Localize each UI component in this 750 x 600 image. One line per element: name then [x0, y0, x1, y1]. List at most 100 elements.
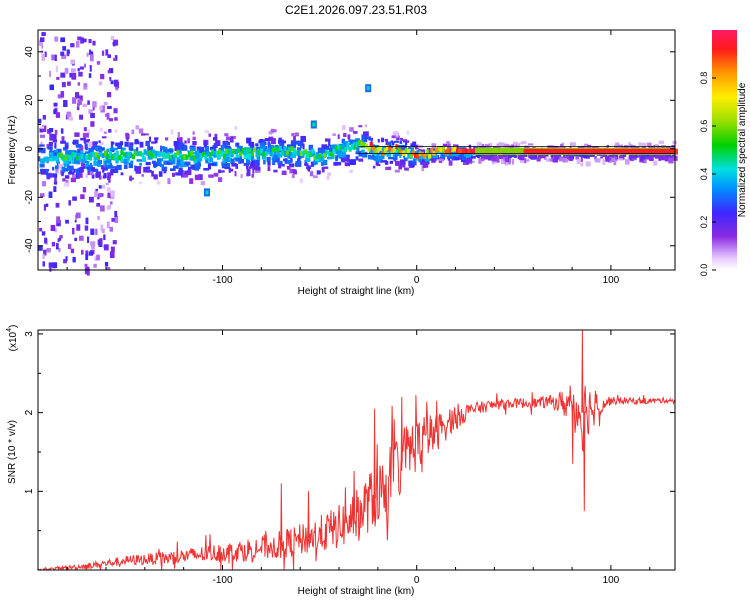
- spectrogram-speckle: [83, 38, 87, 43]
- spectrogram-cell: [96, 171, 101, 176]
- spectrogram-ridge-cell: [101, 153, 105, 159]
- spectrogram-cell: [433, 154, 439, 159]
- spectrogram-cell: [637, 155, 642, 158]
- spectrogram-ridge-cell: [292, 148, 296, 154]
- spectrogram-cell: [255, 170, 261, 173]
- spectrogram-cell: [321, 144, 328, 150]
- spectrogram-ridge-cell: [453, 146, 457, 152]
- spectrogram-cell: [175, 172, 180, 176]
- spectrogram-speckle: [78, 95, 83, 102]
- spectrogram-speckle: [85, 217, 89, 225]
- colorbar-label: Normalized spectral amplitude: [737, 82, 748, 217]
- spectrogram-cell: [384, 161, 389, 165]
- spectrogram-cell: [370, 156, 375, 160]
- spectrogram-cell: [615, 153, 619, 160]
- spectrogram-cell: [482, 157, 485, 161]
- spectrogram-cell: [215, 140, 221, 146]
- spectrogram-cell: [99, 175, 102, 180]
- spectrogram-ridge-cell: [211, 149, 215, 155]
- spectrogram-cell: [156, 158, 161, 165]
- spectrogram-cell: [291, 174, 295, 178]
- spectrogram-cell: [66, 165, 70, 168]
- spectrogram-cell: [153, 163, 158, 167]
- spectrogram-cell: [256, 155, 261, 161]
- spectrogram-cell: [221, 144, 225, 149]
- spectrogram-cell: [506, 152, 512, 159]
- spectrogram-cell: [312, 175, 318, 179]
- spectrogram-speckle: [81, 162, 85, 167]
- spectrogram-cell: [375, 159, 379, 165]
- spectrogram-cell: [376, 163, 381, 167]
- spectrogram-cell: [402, 163, 406, 168]
- spectrogram-cell: [289, 168, 294, 174]
- spectrogram-ridge-cell: [187, 152, 191, 158]
- spectrogram-ridge-cell: [346, 142, 350, 148]
- spectrogram-cell: [505, 155, 508, 162]
- spectrogram-speckle: [82, 103, 88, 107]
- spectrogram-cell: [551, 152, 556, 158]
- spectrogram-cell: [163, 169, 167, 174]
- spectrogram-ridge-cell: [374, 148, 378, 154]
- spectrogram-cell: [99, 127, 103, 132]
- spectrogram-speckle: [42, 254, 45, 259]
- spectrogram-speckle: [98, 193, 102, 198]
- spectrogram-ridge-cell: [325, 149, 329, 155]
- spectrogram-cell: [328, 140, 331, 147]
- spectrogram-speckle: [100, 165, 105, 170]
- spectrogram-cell: [471, 155, 476, 159]
- spectrogram-cell: [538, 153, 542, 159]
- spectrogram-speckle: [41, 125, 47, 132]
- spectrogram-cell: [68, 172, 74, 175]
- spectrogram-speckle: [60, 91, 65, 98]
- spectrogram-cell: [498, 142, 502, 145]
- spectrogram-ridge-cell: [290, 146, 294, 152]
- spectrogram-cell: [234, 126, 238, 131]
- spectrogram-cell: [285, 147, 289, 150]
- spectrogram-y-tick-label: -40: [24, 238, 35, 253]
- spectrogram-x-tick-label: -100: [212, 275, 232, 286]
- spectrogram-cell: [255, 160, 260, 166]
- spectrogram-cell: [355, 138, 360, 141]
- spectrogram-speckle: [38, 156, 41, 162]
- spectrogram-cell: [63, 163, 67, 167]
- spectrogram-ridge-cell: [122, 151, 126, 157]
- spectrogram-cell: [361, 151, 368, 158]
- spectrogram-cell: [91, 167, 95, 171]
- spectrogram-cell: [39, 144, 45, 147]
- spectrogram-cell: [163, 160, 170, 165]
- spectrogram-cell: [230, 158, 235, 165]
- spectrogram-cell: [389, 160, 394, 164]
- spectrogram-cell: [141, 133, 146, 136]
- spectrogram-cell: [415, 158, 419, 161]
- spectrogram-cell: [154, 138, 158, 144]
- spectrogram-ridge-cell: [442, 146, 445, 152]
- spectrogram-cell: [272, 155, 277, 160]
- spectrogram-ridge-cell: [283, 146, 287, 152]
- spectrogram-cell: [136, 159, 143, 162]
- spectrogram-cell: [321, 167, 324, 170]
- spectrogram-cell: [529, 153, 536, 159]
- spectrogram-cell: [638, 142, 642, 147]
- spectrogram-speckle: [97, 239, 100, 245]
- spectrogram-cell: [340, 158, 347, 162]
- spectrogram-cell: [515, 145, 520, 150]
- spectrogram-cell: [290, 158, 293, 163]
- spectrogram-speckle: [103, 244, 109, 251]
- spectrogram-cell: [213, 172, 219, 177]
- spectrogram-cell: [159, 164, 164, 168]
- spectrogram-ridge-cell: [351, 144, 355, 149]
- spectrogram-speckle: [112, 240, 117, 245]
- spectrogram-speckle: [87, 269, 90, 276]
- spectrogram-cell: [264, 141, 267, 146]
- spectrogram-cell: [442, 143, 448, 147]
- spectrogram-ridge-cell: [269, 151, 273, 157]
- spectrogram-cell: [204, 130, 210, 133]
- spectrogram-cell: [104, 164, 108, 169]
- spectrogram-cell: [610, 157, 616, 161]
- spectrogram-cell: [375, 156, 378, 162]
- spectrogram-ridge-cell: [171, 155, 175, 161]
- spectrogram-cell: [361, 134, 368, 141]
- spectrogram-y-tick-label: 20: [24, 94, 35, 106]
- spectrogram-cell: [267, 141, 270, 146]
- spectrogram-cell: [246, 165, 249, 170]
